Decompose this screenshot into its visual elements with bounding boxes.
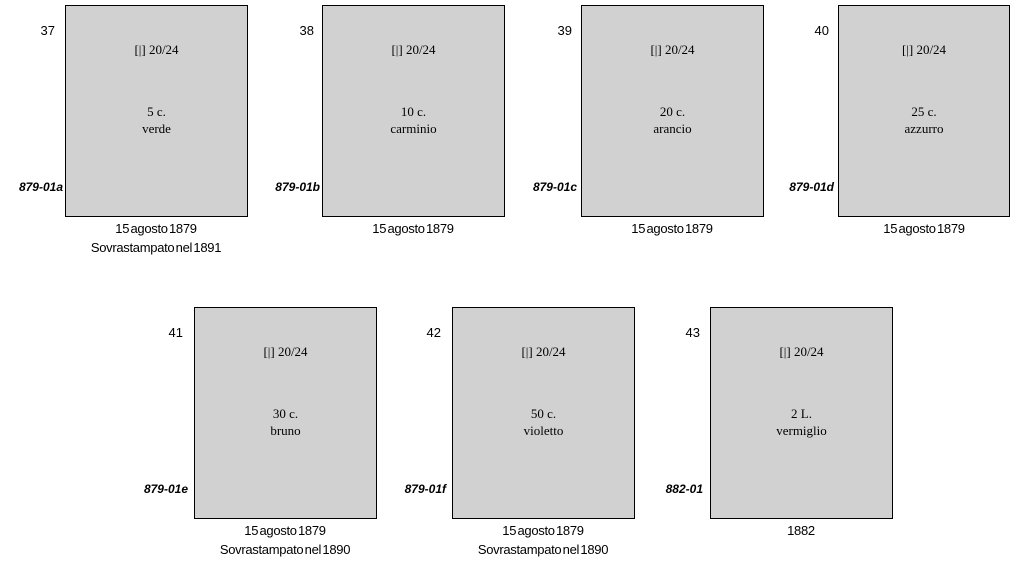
stamp-number: 43 [685, 325, 700, 340]
stamp-box: [|] 20/24 30 c. bruno [194, 307, 377, 519]
stamp-number: 40 [814, 23, 829, 38]
stamp-box: [|] 20/24 25 c. azzurro [838, 5, 1010, 217]
issue-date: 15 agosto 1879 [631, 221, 713, 236]
stamp-value: 2 L. [791, 406, 812, 421]
overprint-note: Sovrastampato nel 1891 [90, 240, 222, 255]
stamp-number: 39 [557, 23, 572, 38]
stamp-color: carminio [390, 121, 437, 136]
stamp-color: bruno [270, 423, 301, 438]
stamp-value: 5 c. [147, 104, 166, 119]
stamp-number: 38 [299, 23, 314, 38]
stamp-value: 20 c. [659, 104, 686, 119]
issue-date: 15 agosto 1879 [115, 221, 197, 236]
stamp-code: 879-01f [404, 482, 446, 496]
stamp-code: 879-01c [532, 180, 577, 194]
stamp-header: [|] 20/24 [521, 344, 566, 359]
issue-date: 15 agosto 1879 [883, 221, 965, 236]
stamp-box: [|] 20/24 20 c. arancio [581, 5, 764, 217]
stamp-header: [|] 20/24 [391, 42, 436, 57]
stamp-box: [|] 20/24 2 L. vermiglio [710, 307, 893, 519]
overprint-note: Sovrastampato nel 1890 [219, 542, 351, 557]
stamp-color: arancio [653, 121, 692, 136]
stamp-code: 879-01d [789, 180, 834, 194]
stamp-header: [|] 20/24 [779, 344, 824, 359]
stamp-number: 42 [426, 325, 441, 340]
stamp-value: 30 c. [272, 406, 299, 421]
stamp-value: 25 c. [911, 104, 937, 119]
issue-date: 15 agosto 1879 [502, 523, 584, 538]
stamp-number: 41 [168, 325, 183, 340]
stamp-code: 879-01e [143, 482, 188, 496]
stamp-code: 879-01a [18, 180, 63, 194]
stamp-color: verde [142, 121, 171, 136]
issue-date: 15 agosto 1879 [372, 221, 454, 236]
stamp-code: 882-01 [665, 482, 703, 496]
stamp-box: [|] 20/24 50 c. violetto [452, 307, 635, 519]
stamp-number: 37 [40, 23, 55, 38]
issue-date: 1882 [787, 523, 815, 538]
stamp-box: [|] 20/24 10 c. carminio [322, 5, 505, 217]
stamp-color: violetto [523, 423, 564, 438]
stamp-color: vermiglio [776, 423, 827, 438]
stamp-header: [|] 20/24 [263, 344, 308, 359]
stamp-box: [|] 20/24 5 c. verde [65, 5, 248, 217]
stamp-code: 879-01b [275, 180, 320, 194]
stamp-header: [|] 20/24 [901, 42, 947, 57]
stamp-value: 10 c. [400, 104, 427, 119]
overprint-note: Sovrastampato nel 1890 [477, 542, 609, 557]
stamp-value: 50 c. [530, 406, 557, 421]
stamp-header: [|] 20/24 [134, 42, 179, 57]
issue-date: 15 agosto 1879 [244, 523, 326, 538]
stamp-color: azzurro [904, 121, 944, 136]
stamp-header: [|] 20/24 [650, 42, 695, 57]
